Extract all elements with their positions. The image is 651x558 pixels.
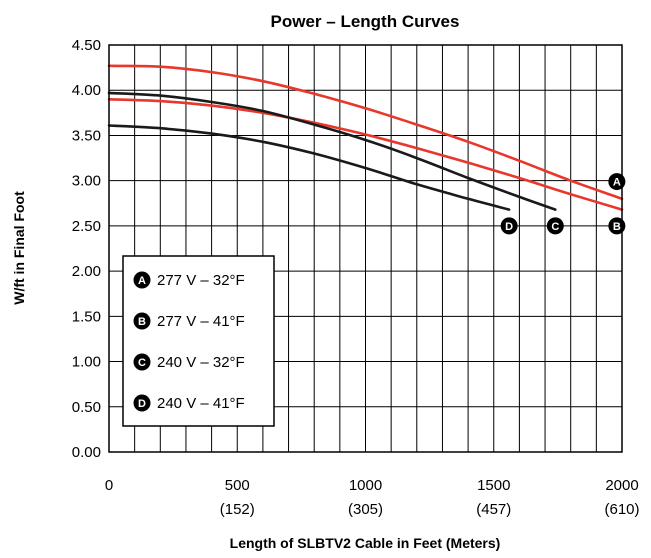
y-tick-label: 4.00 [72, 82, 101, 99]
series-line-c [107, 91, 557, 211]
marker-b-letter: B [613, 221, 621, 233]
y-tick-label: 3.50 [72, 127, 101, 144]
x-tick-label: 500 [225, 477, 250, 494]
x-tick-sublabel: (457) [476, 501, 511, 518]
legend-marker-b [133, 312, 151, 330]
x-axis-label: Length of SLBTV2 Cable in Feet (Meters) [230, 535, 501, 551]
marker-b-circle [608, 217, 626, 235]
series-line-d [107, 124, 511, 211]
legend-entry-a: 277 V – 32°F [157, 272, 245, 289]
x-tick-sublabel: (152) [220, 501, 255, 518]
marker-a-letter: A [613, 177, 621, 189]
series-line-b [107, 98, 624, 211]
legend-entry-c: 240 V – 32°F [157, 354, 245, 371]
legend-entry-b: 277 V – 41°F [157, 313, 245, 330]
x-tick-label: 1500 [477, 477, 510, 494]
legend-marker-c [133, 353, 151, 371]
x-tick-label: 0 [105, 477, 113, 494]
marker-c-circle [546, 217, 564, 235]
y-tick-label: 2.00 [72, 263, 101, 280]
y-axis-label: W/ft in Final Foot [11, 191, 27, 305]
y-tick-label: 0.00 [72, 444, 101, 461]
legend-marker-letter: B [138, 316, 146, 328]
marker-a-circle [608, 173, 626, 191]
legend-marker-letter: D [138, 398, 146, 410]
x-tick-sublabel: (610) [604, 501, 639, 518]
tick-labels: 0.00 0.50 1.00 1.50 2.00 2.50 3.00 3.50 4.00 4.50… [72, 37, 640, 518]
y-tick-label: 3.00 [72, 173, 101, 190]
y-tick-label: 2.50 [72, 218, 101, 235]
chart-title: Power – Length Curves [271, 12, 460, 31]
y-tick-label: 0.50 [72, 399, 101, 416]
y-tick-label: 1.50 [72, 308, 101, 325]
end-markers: A B C D [500, 173, 626, 235]
legend-entry-d: 240 V – 41°F [157, 395, 245, 412]
y-tick-label: 1.00 [72, 354, 101, 371]
marker-c-letter: C [551, 221, 559, 233]
x-tick-sublabel: (305) [348, 501, 383, 518]
legend-marker-a [133, 271, 151, 289]
legend-marker-letter: C [138, 357, 146, 369]
series-line-a [107, 64, 624, 201]
plot-frame [108, 44, 623, 453]
marker-d-circle [500, 217, 518, 235]
x-tick-label: 2000 [605, 477, 638, 494]
series-layer [107, 64, 624, 211]
legend-marker-letter: A [138, 275, 146, 287]
y-tick-label: 4.50 [72, 37, 101, 54]
legend-marker-d [133, 394, 151, 412]
marker-d-letter: D [505, 221, 513, 233]
x-tick-label: 1000 [349, 477, 382, 494]
legend: A 277 V – 32°F B 277 V – 41°F C 240 V – 32°F D… [122, 255, 275, 427]
